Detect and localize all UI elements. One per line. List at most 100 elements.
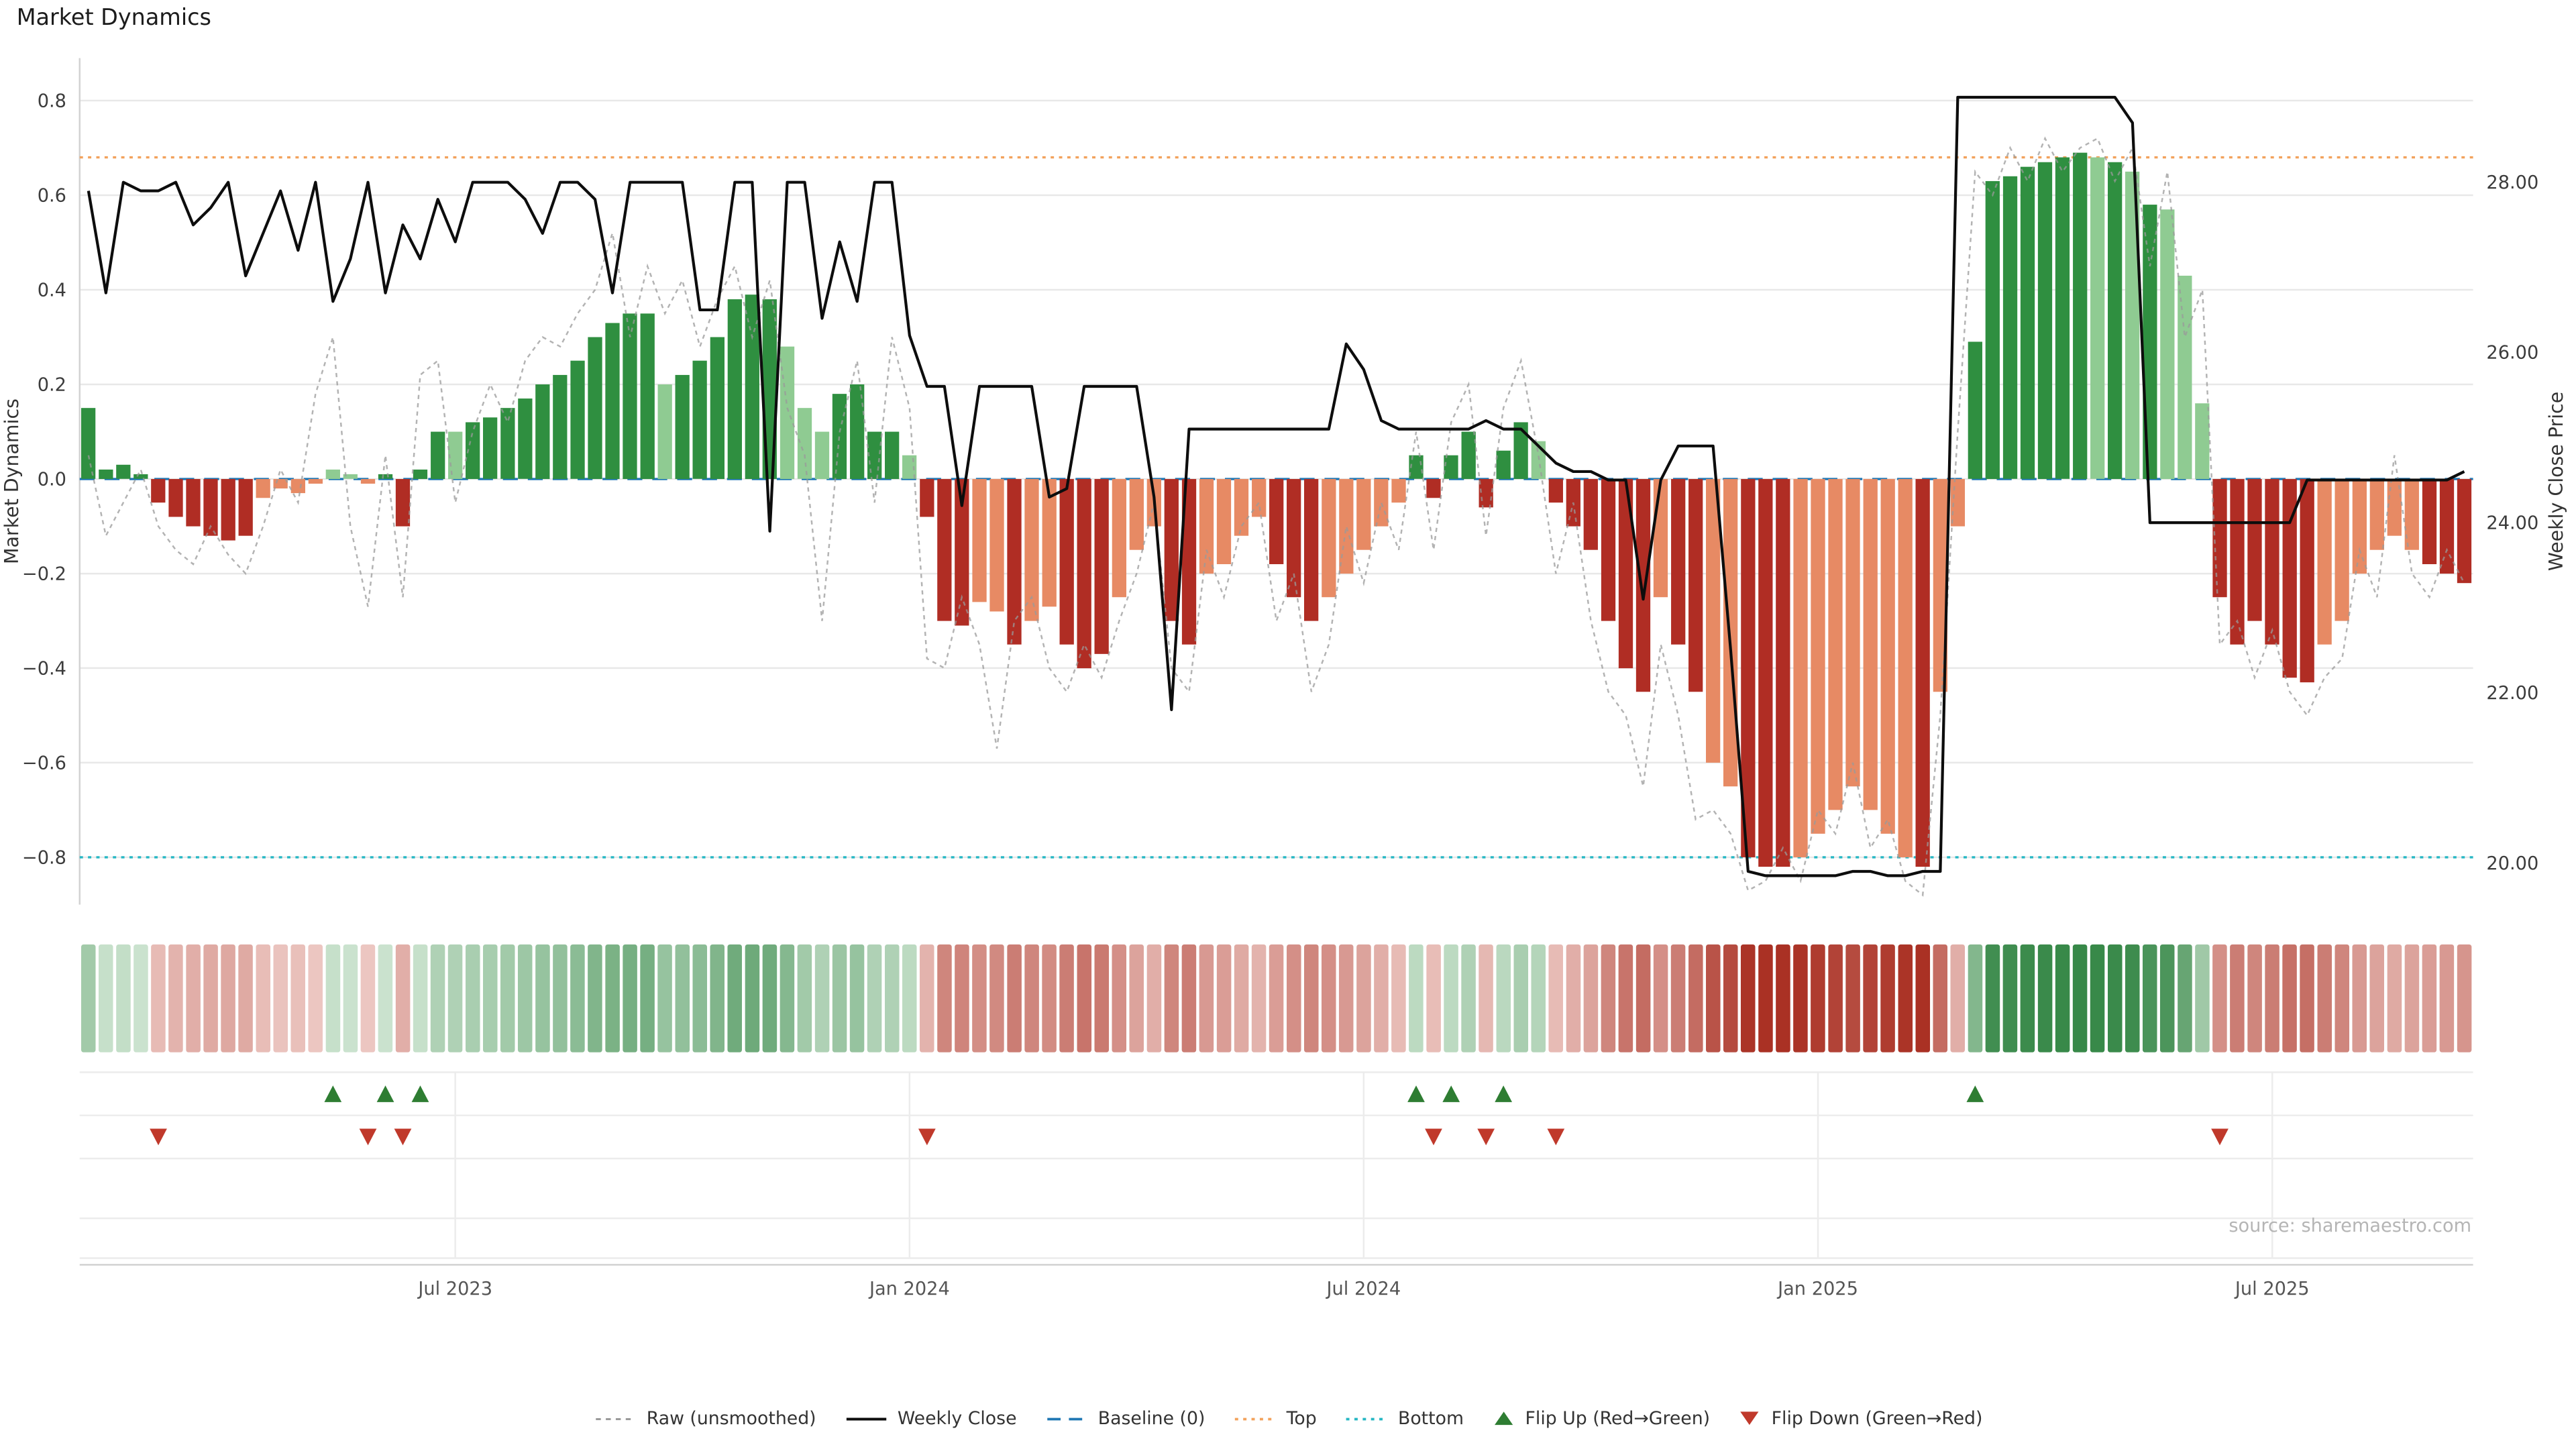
dynamics-bar [972, 479, 987, 602]
dynamics-bar [360, 479, 376, 484]
dynamics-bar [2002, 176, 2018, 479]
heatmap-cell [2265, 944, 2279, 1053]
heatmap-cell [1479, 944, 1493, 1053]
heatmap-cell [1321, 944, 1336, 1053]
heatmap-cell [1409, 944, 1424, 1053]
right-axis-label: Weekly Close Price [2545, 392, 2567, 572]
dynamics-bar [133, 474, 148, 479]
right-tick-label: 28.00 [2486, 172, 2538, 193]
dynamics-bar [1409, 455, 1424, 479]
dynamics-bar [885, 431, 900, 480]
dynamics-bar [745, 294, 759, 480]
heatmap-cell [2422, 944, 2437, 1053]
heatmap-cell [1007, 944, 1022, 1053]
dynamics-bar [1933, 479, 1948, 692]
heatmap-cell [151, 944, 166, 1053]
heatmap-cell [2457, 944, 2472, 1053]
heatmap-cell [116, 944, 131, 1053]
heatmap-cell [710, 944, 725, 1053]
dynamics-bar [2073, 152, 2088, 480]
flip-down-marker [918, 1128, 936, 1146]
dynamics-bar [920, 479, 934, 517]
flip-down-marker [1477, 1128, 1495, 1146]
legend-item-weekly-close: Weekly Close [845, 1407, 1017, 1429]
dynamics-bar [2037, 162, 2053, 480]
heatmap-cell [1181, 944, 1197, 1053]
heatmap-cell [413, 944, 428, 1053]
heatmap-cell [1356, 944, 1371, 1053]
left-tick-label: −0.8 [22, 847, 66, 868]
legend-label-flip-down: Flip Down (Green→Red) [1771, 1407, 1983, 1430]
flip-down-triangle-icon [1740, 1411, 1760, 1426]
heatmap-cell [2055, 944, 2070, 1053]
dynamics-bar [186, 479, 201, 527]
dynamics-bar [570, 360, 585, 479]
dynamics-bar [1287, 479, 1301, 598]
dynamics-bar [2178, 275, 2192, 480]
heatmap-cell [1933, 944, 1948, 1053]
chart-title: Market Dynamics [16, 5, 211, 32]
heatmap-cell [1723, 944, 1738, 1053]
heatmap-cell [1513, 944, 1529, 1053]
dynamics-bar [378, 474, 393, 479]
dynamics-bar [1077, 479, 1091, 669]
heatmap-cell [1164, 944, 1179, 1053]
dynamics-bar [1479, 479, 1493, 508]
heatmap-cell [447, 944, 463, 1053]
heatmap-cell [1845, 944, 1860, 1053]
heatmap-cell [605, 944, 620, 1053]
dynamics-bar [955, 479, 969, 626]
flip-up-marker [1966, 1085, 1984, 1102]
heatmap-cell [692, 944, 708, 1053]
dynamics-bar [1216, 479, 1232, 564]
heatmap-cell [517, 944, 533, 1053]
heatmap-cell [1059, 944, 1074, 1053]
dynamics-bar [1094, 479, 1109, 654]
heatmap-cell [2247, 944, 2262, 1053]
heatmap-cell [1287, 944, 1301, 1053]
dynamics-bar [99, 469, 113, 480]
dynamics-bar [2317, 479, 2332, 645]
dynamics-bar [80, 408, 96, 479]
dynamics-bar [238, 479, 253, 536]
right-tick-label: 22.00 [2486, 683, 2538, 704]
flip-up-marker [1407, 1085, 1425, 1102]
legend-item-bottom: Bottom [1345, 1407, 1464, 1429]
heatmap-cell [1968, 944, 1983, 1053]
left-tick-label: 0.0 [38, 469, 66, 490]
dynamics-bar [1181, 479, 1197, 645]
heatmap-cell [955, 944, 969, 1053]
left-tick-label: 0.6 [38, 185, 66, 206]
dynamics-bar [605, 323, 620, 480]
dynamics-bar [1548, 479, 1563, 503]
dynamics-bar [1758, 479, 1773, 867]
left-tick-label: 0.2 [38, 374, 66, 395]
heatmap-cell [814, 944, 830, 1053]
right-tick-label: 24.00 [2486, 513, 2538, 534]
dynamics-bar [1706, 479, 1721, 763]
dynamics-bar [553, 374, 568, 480]
heatmap-cell [675, 944, 690, 1053]
dynamics-bar [2334, 479, 2349, 621]
heatmap-cell [186, 944, 201, 1053]
heatmap-cell [885, 944, 900, 1053]
heatmap-cell [1112, 944, 1127, 1053]
flip-up-marker [376, 1085, 394, 1102]
x-tick-label: Jan 2024 [868, 1279, 950, 1299]
heatmap-cell [1880, 944, 1895, 1053]
heatmap-cell [902, 944, 917, 1053]
dynamics-bar [1496, 450, 1511, 480]
dynamics-bar [1426, 479, 1441, 498]
dynamics-bar [500, 408, 515, 479]
dynamics-bar [290, 479, 306, 494]
heatmap-cell [1199, 944, 1214, 1053]
heatmap-cell [238, 944, 253, 1053]
dynamics-bars [80, 152, 2472, 867]
dynamics-bar [1671, 479, 1686, 645]
legend: Raw (unsmoothed) Weekly Close Baseline (… [0, 1407, 2576, 1429]
top-line-swatch [1234, 1417, 1275, 1420]
heatmap-cell [2159, 944, 2175, 1053]
dynamics-bar [325, 469, 340, 480]
heatmap-cell [2072, 944, 2088, 1053]
